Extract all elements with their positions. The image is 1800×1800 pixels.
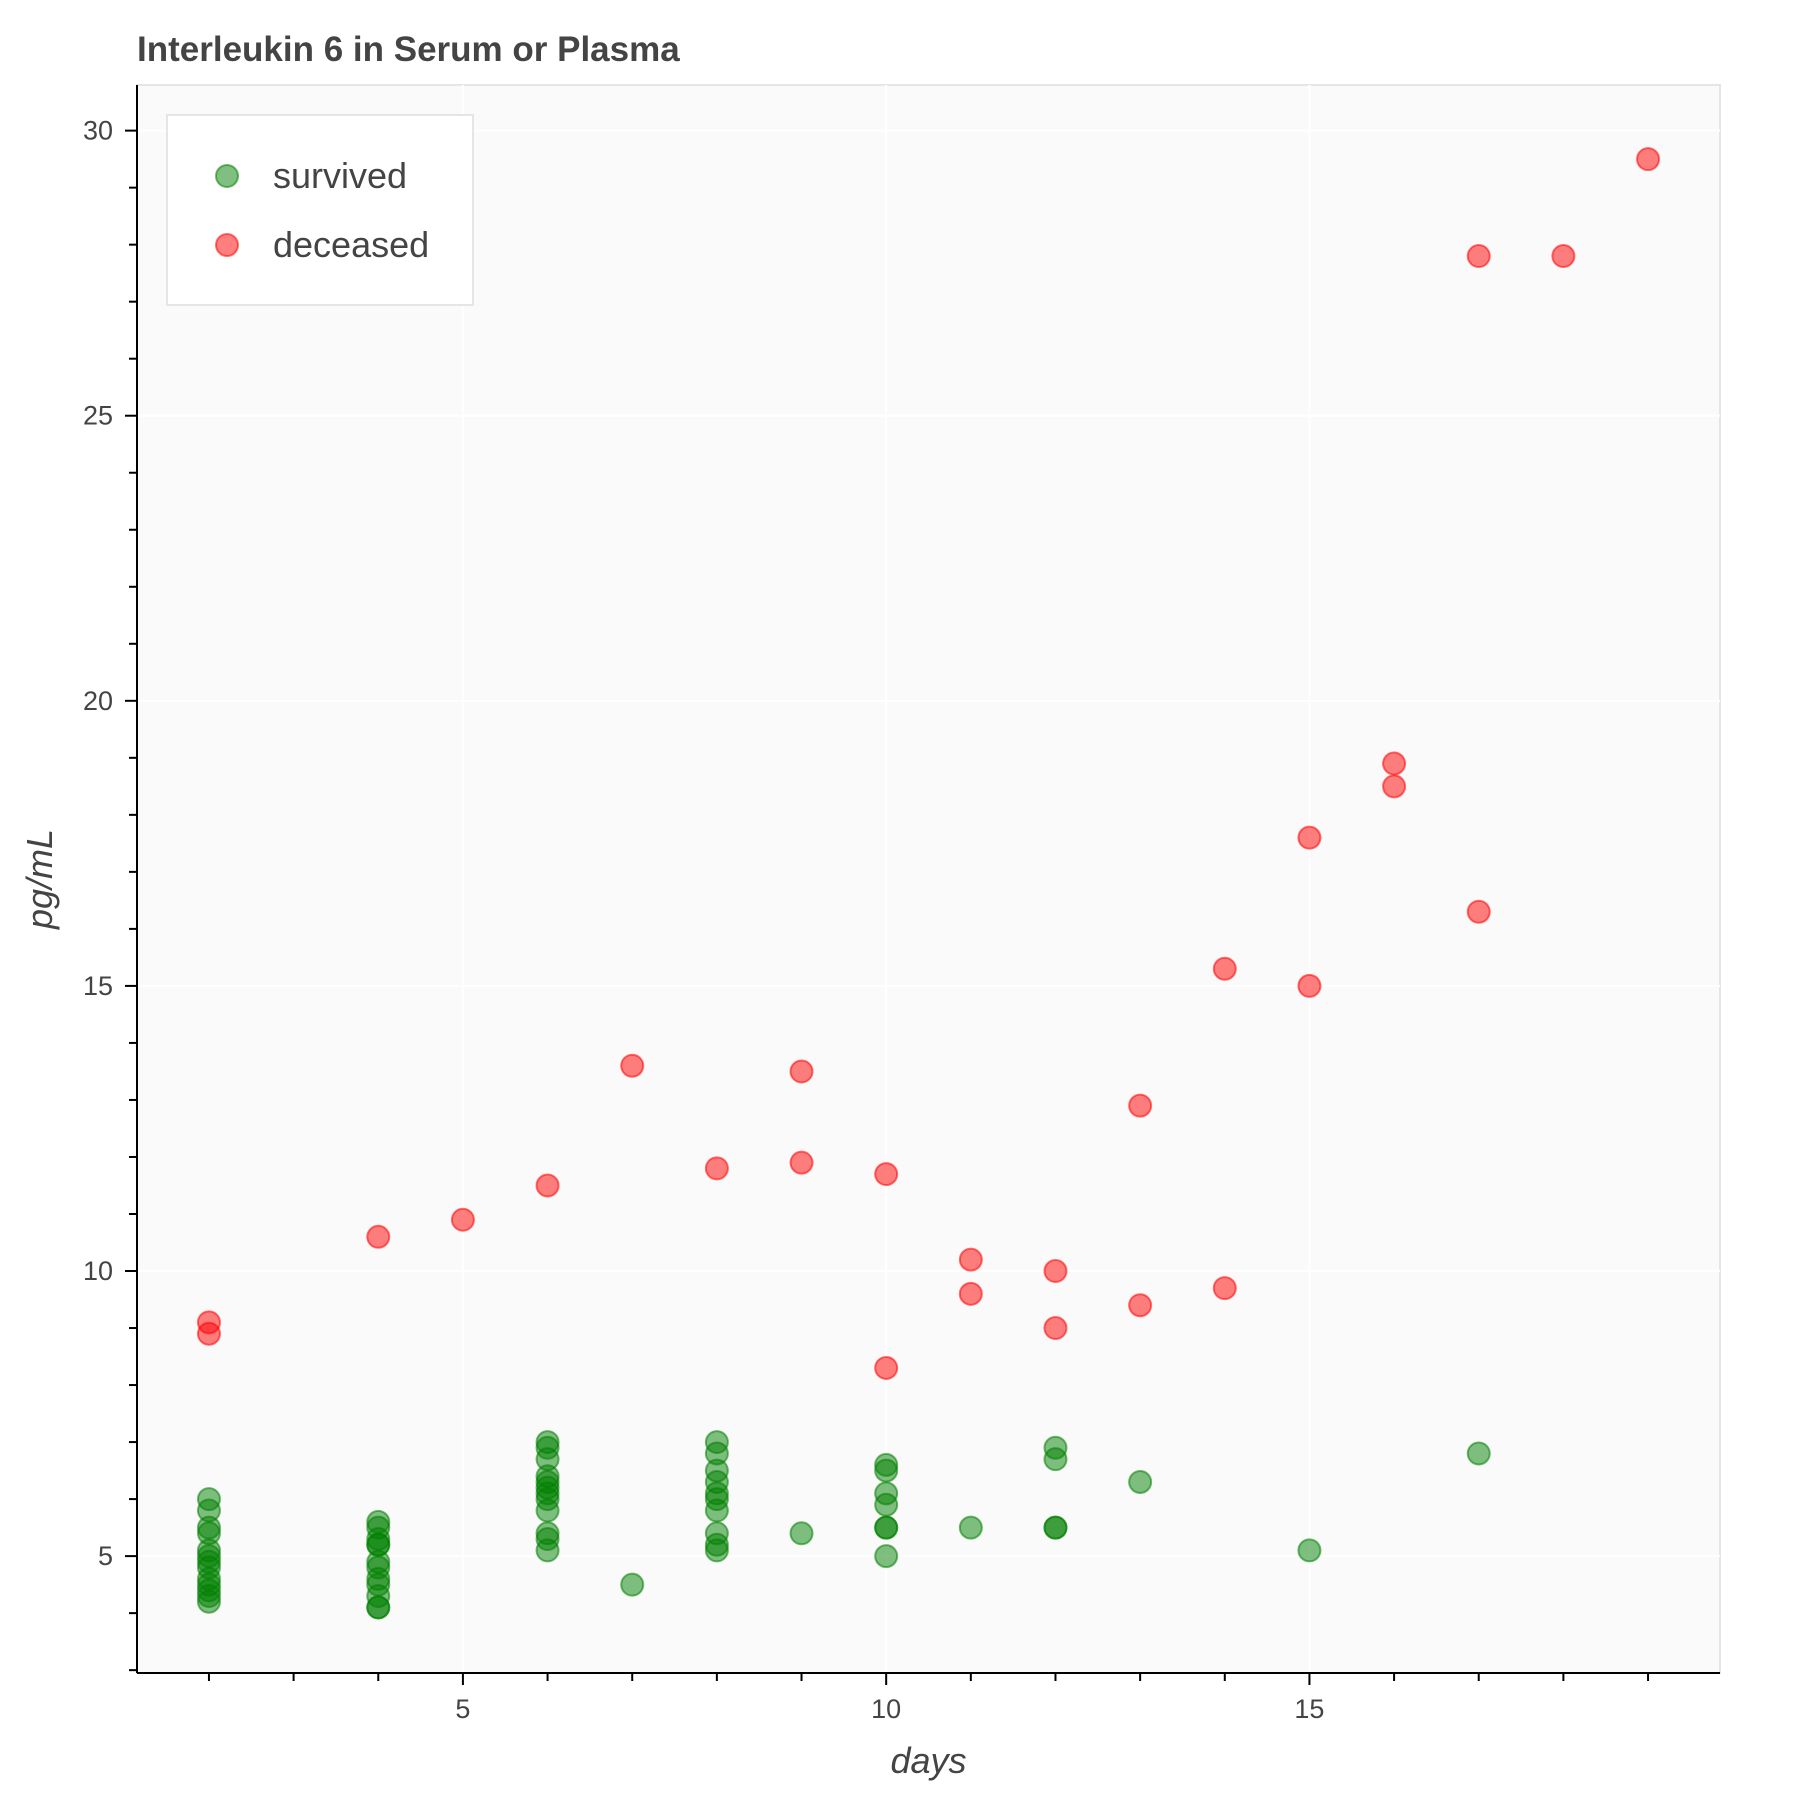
- survived-point: [366, 1595, 391, 1620]
- deceased-point: [1466, 244, 1491, 269]
- deceased-point: [1043, 1316, 1068, 1341]
- legend-label-survived: survived: [273, 155, 407, 196]
- survived-point: [1466, 1441, 1491, 1466]
- axes: 5 10 15 5 10 15 20 25 30: [83, 85, 1720, 1724]
- x-tick-label: 5: [455, 1694, 470, 1724]
- y-tick-label: 10: [83, 1256, 113, 1286]
- deceased-point: [874, 1162, 899, 1187]
- x-tick-label: 10: [871, 1694, 901, 1724]
- deceased-point: [620, 1053, 645, 1078]
- survived-point: [1043, 1447, 1068, 1472]
- survived-point: [704, 1498, 729, 1523]
- plot-area: [136, 84, 1721, 1674]
- deceased-point: [704, 1156, 729, 1181]
- deceased-point: [874, 1355, 899, 1380]
- deceased-point: [789, 1059, 814, 1084]
- deceased-point: [1212, 1276, 1237, 1301]
- chart-title: Interleukin 6 in Serum or Plasma: [137, 30, 680, 69]
- deceased-point: [1128, 1293, 1153, 1318]
- deceased-point: [1297, 825, 1322, 850]
- survived-point: [1128, 1469, 1153, 1494]
- y-axis-label: pg/mL: [19, 829, 60, 930]
- legend-marker-deceased: [215, 233, 239, 257]
- deceased-point: [958, 1247, 983, 1272]
- deceased-point: [1551, 244, 1576, 269]
- y-tick-label: 20: [83, 686, 113, 716]
- legend-box: [166, 114, 474, 306]
- survived-point: [958, 1515, 983, 1540]
- survived-point: [789, 1521, 814, 1546]
- deceased-point: [1382, 774, 1407, 799]
- deceased-point: [366, 1224, 391, 1249]
- y-tick-label: 5: [98, 1541, 113, 1571]
- survived-point: [704, 1538, 729, 1563]
- deceased-point: [1297, 973, 1322, 998]
- survived-point: [1043, 1515, 1068, 1540]
- y-tick-label: 25: [83, 401, 113, 431]
- legend-marker-survived: [215, 164, 239, 188]
- deceased-point: [1466, 899, 1491, 924]
- deceased-point: [196, 1321, 221, 1346]
- deceased-point: [789, 1150, 814, 1175]
- legend-label-deceased: deceased: [273, 224, 429, 265]
- survived-point: [874, 1458, 899, 1483]
- y-tick-label: 30: [83, 116, 113, 146]
- x-tick-label: 15: [1294, 1694, 1324, 1724]
- survived-point: [535, 1538, 560, 1563]
- grid-lines: [137, 85, 1720, 1673]
- survived-point: [874, 1492, 899, 1517]
- deceased-point: [1212, 956, 1237, 981]
- survived-point: [874, 1515, 899, 1540]
- deceased-point: [1128, 1093, 1153, 1118]
- deceased-point: [1636, 147, 1661, 172]
- survived-point: [1297, 1538, 1322, 1563]
- deceased-point: [1382, 751, 1407, 776]
- survived-point: [874, 1544, 899, 1569]
- survived-point: [535, 1498, 560, 1523]
- deceased-point: [450, 1207, 475, 1232]
- data-points: [196, 147, 1661, 1620]
- survived-point: [620, 1572, 645, 1597]
- deceased-point: [1043, 1259, 1068, 1284]
- y-tick-label: 15: [83, 971, 113, 1001]
- survived-point: [196, 1589, 221, 1614]
- deceased-point: [958, 1281, 983, 1306]
- deceased-point: [535, 1173, 560, 1198]
- x-axis-label: days: [890, 1740, 966, 1781]
- legend: survived deceased: [166, 114, 474, 306]
